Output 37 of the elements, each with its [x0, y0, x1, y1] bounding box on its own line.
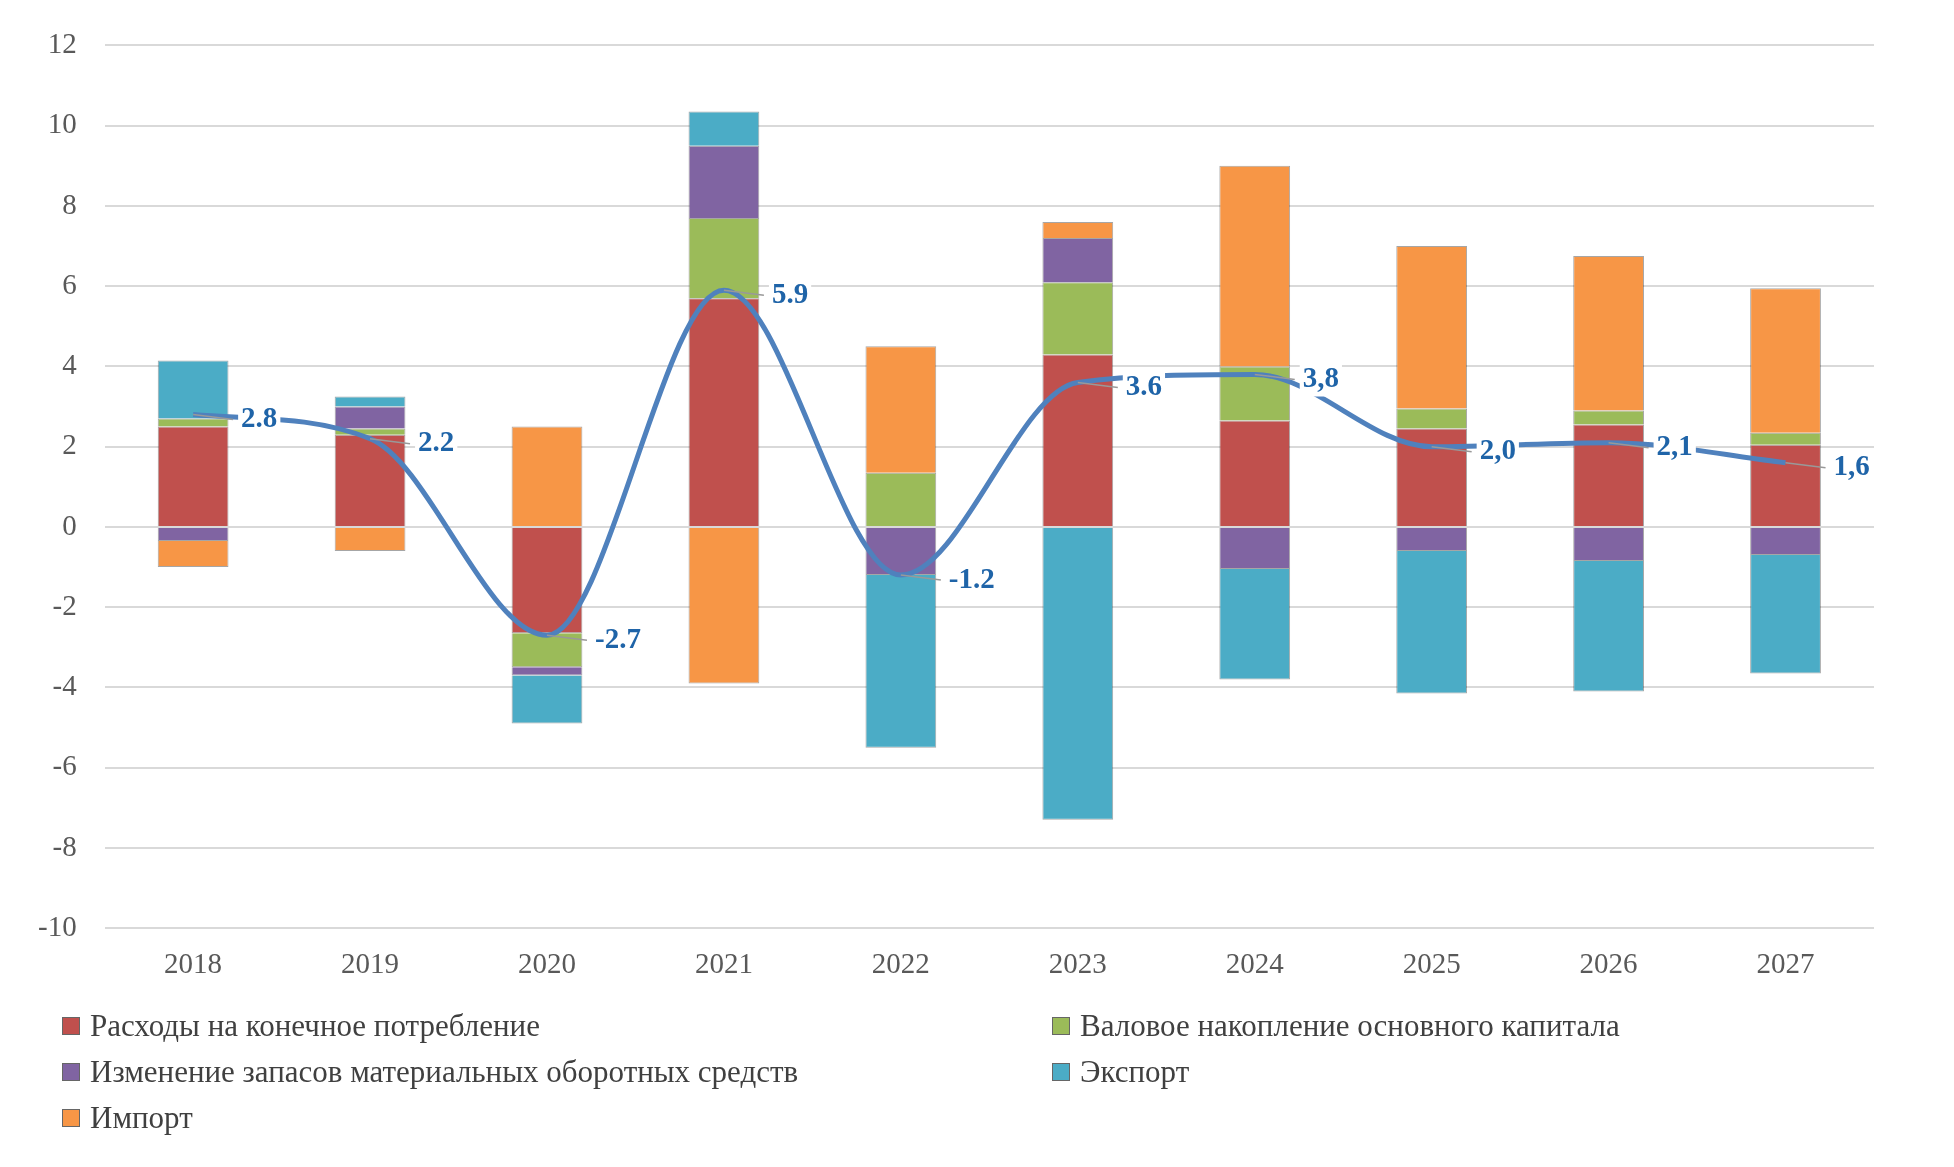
- data-label: 2,1: [1656, 429, 1693, 462]
- legend-label: Расходы на конечное потребление: [90, 1008, 540, 1044]
- data-label: 3,8: [1302, 360, 1339, 393]
- data-label: 2.8: [241, 401, 278, 434]
- data-label: -1.2: [948, 561, 995, 594]
- y-tick-label: 2: [62, 428, 77, 461]
- y-tick-label: -8: [52, 829, 77, 862]
- y-tick-label: -4: [52, 669, 78, 702]
- data-label: 2,0: [1479, 433, 1516, 466]
- x-tick-label: 2020: [517, 947, 576, 980]
- y-tick-label: 12: [47, 27, 77, 60]
- y-tick-label: 6: [62, 267, 77, 300]
- x-tick-label: 2024: [1225, 947, 1285, 980]
- y-tick-label: -10: [37, 909, 77, 942]
- legend-label: Изменение запасов материальных оборотных средств: [90, 1054, 799, 1090]
- legend-label: Валовое накопление основного капитала: [1080, 1008, 1620, 1044]
- y-tick-label: -2: [52, 588, 77, 621]
- data-label: 3.6: [1125, 368, 1163, 401]
- y-tick-label: -6: [52, 749, 77, 782]
- x-tick-label: 2019: [341, 947, 400, 980]
- x-tick-label: 2027: [1756, 947, 1815, 980]
- y-tick-label: 10: [47, 107, 77, 140]
- x-tick-label: 2026: [1579, 947, 1638, 980]
- x-tick-label: 2023: [1048, 947, 1107, 980]
- x-tick-label: 2021: [694, 947, 753, 980]
- legend-label: Экспорт: [1080, 1054, 1190, 1090]
- y-tick-label: 8: [62, 187, 77, 220]
- data-label: 2.2: [418, 425, 455, 458]
- data-label: -2.7: [594, 621, 641, 654]
- legend-label: Импорт: [90, 1100, 193, 1136]
- data-label: 1,6: [1833, 449, 1870, 482]
- y-tick-label: 4: [62, 348, 78, 381]
- y-tick-label: 0: [62, 508, 77, 541]
- x-tick-label: 2022: [871, 947, 930, 980]
- data-label: 5.9: [771, 276, 809, 309]
- x-tick-label: 2025: [1402, 947, 1461, 980]
- x-tick-label: 2018: [164, 947, 223, 980]
